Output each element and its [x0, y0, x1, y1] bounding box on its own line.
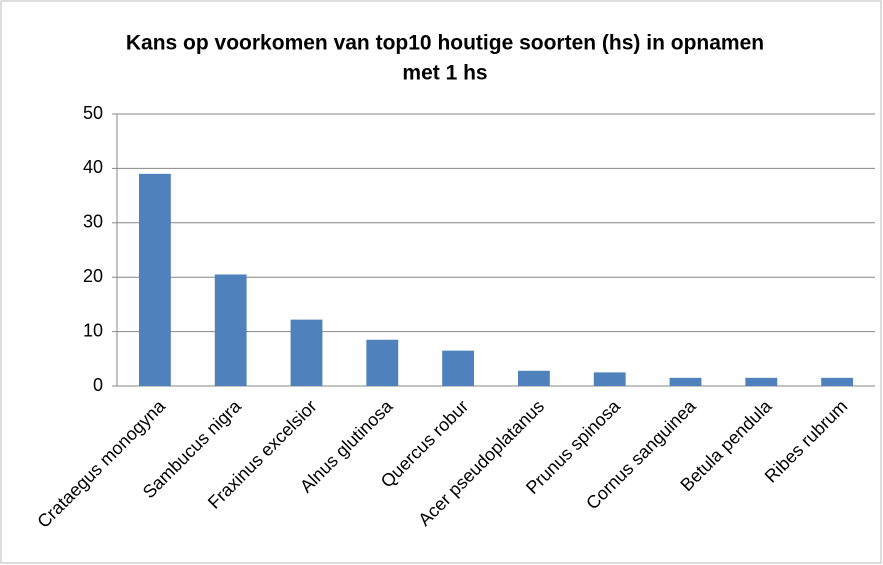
bar	[821, 377, 854, 386]
bar	[669, 377, 702, 386]
y-tick-label: 10	[83, 320, 103, 340]
y-tick-label: 50	[83, 103, 103, 123]
y-tick-label: 20	[83, 266, 103, 286]
y-tick-label: 0	[93, 375, 103, 395]
y-tick-label: 40	[83, 157, 103, 177]
y-tick-label: 30	[83, 212, 103, 232]
bar	[442, 350, 475, 386]
bar	[593, 372, 626, 386]
bar	[517, 370, 550, 386]
bar	[214, 274, 247, 386]
bar	[138, 173, 171, 386]
bar	[745, 377, 778, 386]
chart-title: Kans op voorkomen van top10 houtige soor…	[126, 32, 764, 55]
bar	[366, 339, 399, 386]
bar	[290, 319, 323, 386]
chart-title: met 1 hs	[402, 62, 487, 85]
